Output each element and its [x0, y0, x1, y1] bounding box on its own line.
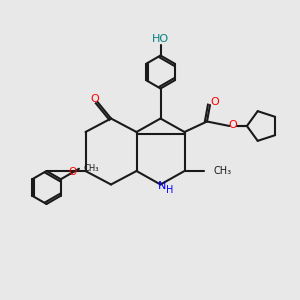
Text: N: N: [158, 181, 166, 191]
Text: CH₃: CH₃: [83, 164, 99, 173]
Text: O: O: [210, 97, 219, 107]
Text: O: O: [229, 119, 238, 130]
Text: HO: HO: [152, 34, 169, 44]
Text: O: O: [90, 94, 99, 104]
Text: CH₃: CH₃: [214, 166, 232, 176]
Text: O: O: [68, 167, 76, 177]
Text: H: H: [167, 185, 174, 195]
